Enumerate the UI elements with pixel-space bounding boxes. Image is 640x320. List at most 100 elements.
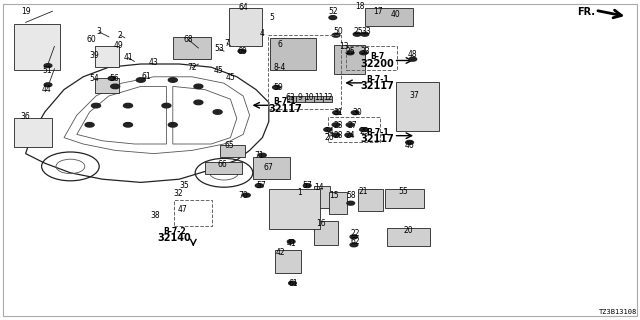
Circle shape — [303, 184, 311, 188]
Circle shape — [287, 240, 295, 244]
Text: 61: 61 — [141, 72, 151, 81]
Bar — [314, 221, 338, 245]
Text: 18: 18 — [355, 2, 364, 11]
Bar — [346, 46, 397, 70]
Text: 10: 10 — [304, 93, 314, 102]
Circle shape — [213, 110, 222, 114]
Circle shape — [85, 123, 94, 127]
Text: 67: 67 — [264, 163, 274, 172]
Circle shape — [162, 103, 171, 108]
Bar — [314, 96, 323, 102]
Text: 11: 11 — [314, 93, 323, 102]
Text: 31: 31 — [333, 108, 343, 117]
Bar — [329, 192, 347, 214]
Text: 46: 46 — [404, 141, 415, 150]
Circle shape — [346, 123, 354, 127]
Text: 37: 37 — [410, 92, 420, 100]
Circle shape — [92, 103, 100, 108]
Text: 72: 72 — [187, 63, 197, 72]
Text: 53: 53 — [214, 44, 224, 53]
Text: 71: 71 — [254, 151, 264, 160]
Bar — [269, 189, 320, 229]
Circle shape — [108, 76, 116, 80]
Bar — [305, 96, 314, 102]
Text: 36: 36 — [20, 112, 31, 121]
Text: 20: 20 — [403, 226, 413, 235]
Bar — [385, 189, 424, 208]
Circle shape — [353, 32, 361, 36]
Circle shape — [345, 133, 353, 137]
Text: 16: 16 — [316, 220, 326, 228]
Text: 51: 51 — [42, 66, 52, 75]
Text: 59: 59 — [273, 83, 284, 92]
Text: 47: 47 — [177, 205, 188, 214]
Circle shape — [350, 235, 358, 239]
Text: B-7-1: B-7-1 — [366, 128, 389, 137]
Text: 56: 56 — [109, 74, 119, 83]
Text: 52: 52 — [328, 7, 338, 16]
Text: 23: 23 — [333, 121, 343, 130]
Text: 42: 42 — [275, 248, 285, 257]
Text: 70: 70 — [238, 191, 248, 200]
Circle shape — [360, 51, 367, 55]
Text: 61: 61 — [288, 279, 298, 288]
Text: 44: 44 — [42, 85, 52, 94]
Text: 55: 55 — [398, 188, 408, 196]
Bar — [275, 250, 301, 273]
Text: B-7-2: B-7-2 — [163, 227, 186, 236]
Bar — [173, 37, 211, 59]
Bar — [358, 189, 383, 211]
Circle shape — [44, 83, 52, 87]
Text: 35: 35 — [179, 181, 189, 190]
Text: 9: 9 — [297, 93, 302, 102]
Bar — [323, 96, 332, 102]
Circle shape — [168, 78, 177, 82]
Text: 25: 25 — [353, 28, 364, 36]
Text: B-7-1: B-7-1 — [273, 97, 296, 106]
Circle shape — [361, 32, 369, 36]
Text: 4: 4 — [260, 29, 265, 38]
Text: 38: 38 — [150, 212, 160, 220]
Text: 43: 43 — [148, 58, 159, 67]
Bar — [387, 228, 430, 246]
Text: B-7: B-7 — [371, 52, 385, 61]
Circle shape — [332, 133, 340, 137]
Text: 68: 68 — [184, 36, 194, 44]
Circle shape — [360, 128, 367, 132]
Text: 32117: 32117 — [268, 104, 301, 114]
Text: 41: 41 — [286, 239, 296, 248]
Text: 17: 17 — [372, 7, 383, 16]
Bar — [14, 118, 52, 147]
Bar — [229, 8, 262, 46]
Text: 34: 34 — [324, 127, 335, 136]
Bar — [334, 45, 365, 74]
Circle shape — [259, 153, 266, 157]
Text: 32140: 32140 — [157, 233, 191, 244]
Text: 60: 60 — [86, 36, 96, 44]
Text: 29: 29 — [360, 127, 370, 136]
Text: 32117: 32117 — [361, 81, 394, 92]
Text: 14: 14 — [314, 183, 324, 192]
Text: 25: 25 — [346, 47, 356, 56]
Text: 28: 28 — [333, 132, 342, 140]
Text: 45: 45 — [225, 73, 236, 82]
Bar — [14, 24, 60, 70]
Text: FR.: FR. — [577, 7, 595, 17]
Bar — [95, 46, 119, 67]
Text: 19: 19 — [20, 7, 31, 16]
Bar — [220, 145, 245, 157]
Text: 13: 13 — [339, 42, 349, 51]
Bar — [268, 35, 341, 109]
Text: 32200: 32200 — [361, 59, 394, 69]
Bar — [95, 78, 119, 93]
Text: 32117: 32117 — [361, 134, 394, 144]
Bar — [253, 157, 290, 179]
Text: 12: 12 — [324, 93, 333, 102]
Text: 54: 54 — [90, 74, 100, 83]
Bar — [287, 96, 296, 102]
Text: 49: 49 — [113, 41, 124, 50]
Circle shape — [346, 51, 354, 55]
Text: 65: 65 — [224, 141, 234, 150]
Text: 6: 6 — [278, 40, 283, 49]
Text: 3: 3 — [97, 28, 102, 36]
